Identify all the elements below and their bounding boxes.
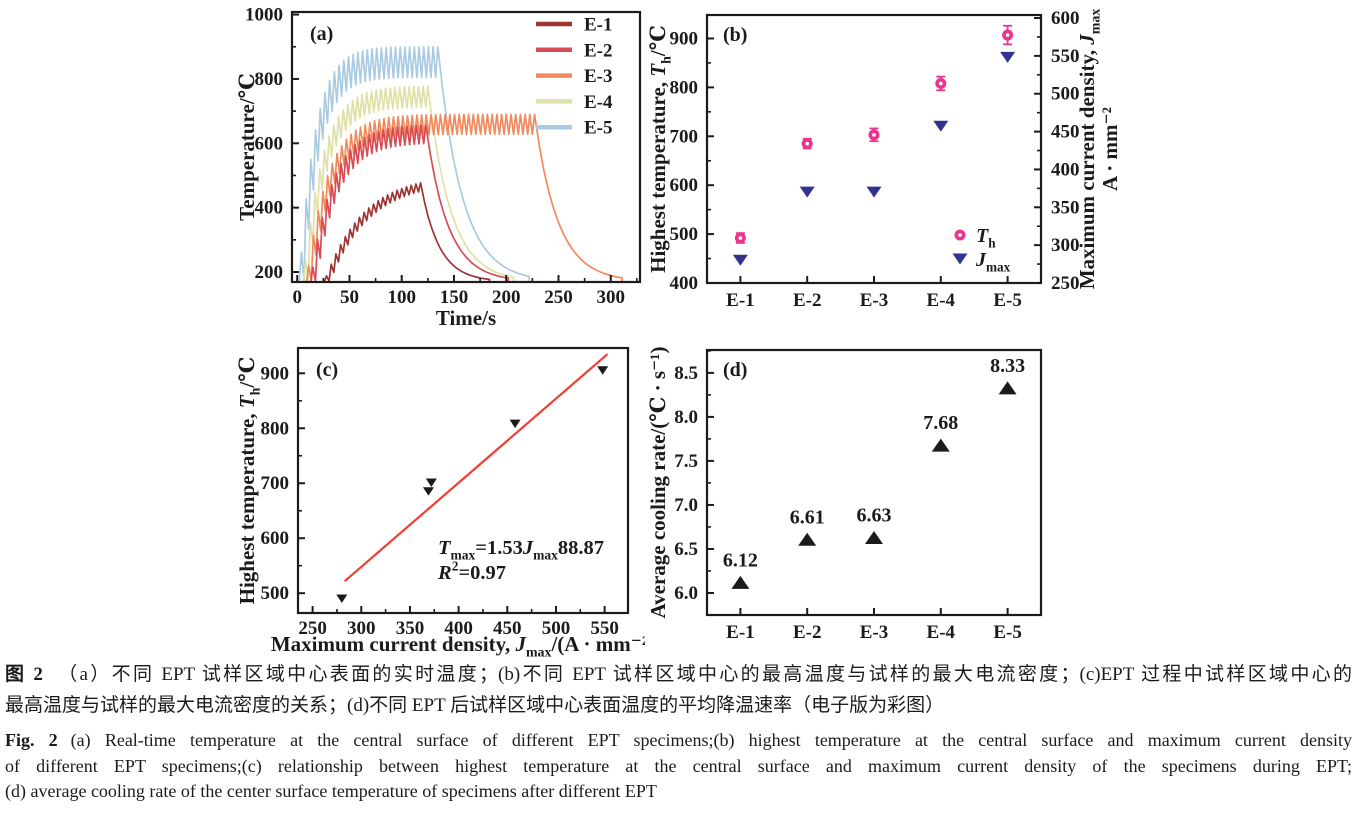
svg-text:500: 500 xyxy=(261,583,290,604)
svg-text:250: 250 xyxy=(298,618,327,639)
svg-text:500: 500 xyxy=(670,224,699,245)
caption-en-line-2: of different EPT specimens;(c) relations… xyxy=(5,754,1352,780)
figure-2-panels: 0 50 100 150 200 250 300 200 400 600 800 1000 Time/s… xyxy=(235,5,1122,661)
svg-text:50: 50 xyxy=(340,287,359,308)
svg-text:E-5: E-5 xyxy=(993,290,1022,311)
svg-text:500: 500 xyxy=(1051,84,1080,105)
svg-text:E-4: E-4 xyxy=(927,622,956,643)
svg-text:100: 100 xyxy=(387,287,416,308)
svg-text:900: 900 xyxy=(670,28,699,49)
svg-text:Maximum current density, Jmax: Maximum current density, Jmax xyxy=(1075,9,1104,290)
svg-text:7.68: 7.68 xyxy=(923,412,958,434)
svg-text:800: 800 xyxy=(670,77,699,98)
svg-text:7.0: 7.0 xyxy=(674,495,698,516)
svg-text:1000: 1000 xyxy=(245,5,283,26)
svg-text:(d): (d) xyxy=(723,359,747,381)
caption-en-line-3: (d) average cooling rate of the center s… xyxy=(5,779,1352,805)
svg-text:E-2: E-2 xyxy=(793,622,822,643)
svg-text:E-3: E-3 xyxy=(860,290,889,311)
svg-text:Highest temperature, Th/℃: Highest temperature, Th/℃ xyxy=(646,25,675,273)
caption-en-line-1: Fig. 2 (a) Real-time temperature at the c… xyxy=(5,728,1352,754)
caption-zh-figure-label: 图 2 xyxy=(5,664,43,685)
svg-text:7.5: 7.5 xyxy=(674,451,698,472)
svg-text:R2=0.97: R2=0.97 xyxy=(437,558,506,584)
svg-text:E-1: E-1 xyxy=(584,15,613,36)
svg-text:Time/s: Time/s xyxy=(436,306,496,330)
svg-text:700: 700 xyxy=(261,473,290,494)
caption-zh-line-2-text: 最高温度与试样的最大电流密度的关系；(d)不同 EPT 后试样区域中心表面温度的… xyxy=(5,695,945,716)
chart-a-realtime-temperature: 0 50 100 150 200 250 300 200 400 600 800 1000 Time/s… xyxy=(235,5,642,330)
svg-text:250: 250 xyxy=(1051,273,1080,294)
chart-b-highest-temperature-current-density: 400 500 600 700 800 900 250 300 350 400 450 500 550 6… xyxy=(646,8,1122,311)
svg-text:450: 450 xyxy=(493,618,521,639)
svg-text:E-2: E-2 xyxy=(793,290,822,311)
svg-text:Maximum current density, Jmax/: Maximum current density, Jmax/(A · mm⁻²) xyxy=(271,632,645,661)
svg-text:550: 550 xyxy=(1051,46,1080,67)
svg-text:E-3: E-3 xyxy=(860,622,889,643)
svg-text:E-2: E-2 xyxy=(584,40,613,61)
caption-en-line-3-text: (d) average cooling rate of the center s… xyxy=(5,781,657,801)
chart-c-temperature-vs-current-density-fit: 250 300 350 400 450 500 550 500 600 700 800 900 Tmax… xyxy=(235,346,645,661)
caption-zh-line-1: 图 2 （a）不同 EPT 试样区域中心表面的实时温度；(b)不同 EPT 试样区… xyxy=(5,659,1352,690)
svg-text:E-4: E-4 xyxy=(927,290,956,311)
svg-text:Average cooling rate/(℃ · s⁻¹): Average cooling rate/(℃ · s⁻¹) xyxy=(646,347,670,619)
svg-text:E-1: E-1 xyxy=(726,622,755,643)
svg-text:400: 400 xyxy=(444,618,473,639)
svg-text:Tmax=1.53Jmax88.87: Tmax=1.53Jmax88.87 xyxy=(438,537,604,563)
svg-text:E-1: E-1 xyxy=(726,290,755,311)
svg-text:600: 600 xyxy=(670,175,699,196)
svg-text:300: 300 xyxy=(347,618,376,639)
svg-text:E-5: E-5 xyxy=(993,622,1022,643)
caption-en-line-1-text: (a) Real-time temperature at the central… xyxy=(70,730,1352,750)
svg-text:800: 800 xyxy=(261,418,290,439)
svg-text:600: 600 xyxy=(255,133,284,154)
svg-text:6.5: 6.5 xyxy=(674,539,698,560)
svg-text:200: 200 xyxy=(255,262,284,283)
svg-text:8.5: 8.5 xyxy=(674,363,698,384)
svg-text:6.63: 6.63 xyxy=(857,505,892,527)
svg-text:(a): (a) xyxy=(310,23,333,45)
svg-text:150: 150 xyxy=(440,287,469,308)
svg-text:300: 300 xyxy=(596,287,625,308)
svg-text:400: 400 xyxy=(670,273,699,294)
svg-text:500: 500 xyxy=(542,618,571,639)
svg-text:450: 450 xyxy=(1051,122,1080,143)
svg-text:6.61: 6.61 xyxy=(790,506,825,528)
svg-text:(c): (c) xyxy=(316,359,338,381)
chart-d-average-cooling-rate: 6.0 6.5 7.0 7.5 8.0 8.5 E-1 E-2 E-3 E-4 E-5 6.12 6.6… xyxy=(646,347,1043,643)
caption-zh-line-1-text: （a）不同 EPT 试样区域中心表面的实时温度；(b)不同 EPT 试样区域中心… xyxy=(55,664,1352,685)
svg-text:200: 200 xyxy=(492,287,521,308)
svg-text:8.33: 8.33 xyxy=(990,355,1025,377)
svg-text:400: 400 xyxy=(1051,159,1080,180)
svg-text:8.0: 8.0 xyxy=(674,407,698,428)
svg-text:(b): (b) xyxy=(723,24,747,46)
svg-text:350: 350 xyxy=(1051,197,1080,218)
svg-text:Jmax: Jmax xyxy=(975,249,1011,274)
caption-en-figure-label: Fig. 2 xyxy=(5,730,58,750)
svg-text:400: 400 xyxy=(255,198,284,219)
svg-text:6.12: 6.12 xyxy=(723,549,758,571)
svg-text:Temperature/℃: Temperature/℃ xyxy=(235,73,259,221)
svg-text:E-4: E-4 xyxy=(584,92,613,113)
svg-text:350: 350 xyxy=(396,618,425,639)
svg-text:6.0: 6.0 xyxy=(674,583,698,604)
svg-text:Highest temperature, Th/℃: Highest temperature, Th/℃ xyxy=(235,357,264,605)
svg-text:900: 900 xyxy=(261,363,290,384)
svg-text:0: 0 xyxy=(292,287,302,308)
svg-text:E-3: E-3 xyxy=(584,66,613,87)
svg-text:550: 550 xyxy=(590,618,619,639)
svg-text:700: 700 xyxy=(670,126,699,147)
svg-text:A · mm⁻²: A · mm⁻² xyxy=(1098,107,1122,191)
svg-text:Th: Th xyxy=(976,225,996,250)
caption-en-line-2-text: of different EPT specimens;(c) relations… xyxy=(5,755,1352,776)
svg-text:800: 800 xyxy=(255,69,284,90)
svg-text:E-5: E-5 xyxy=(584,118,613,139)
svg-text:300: 300 xyxy=(1051,235,1080,256)
svg-text:600: 600 xyxy=(1051,8,1080,29)
figure-caption: 图 2 （a）不同 EPT 试样区域中心表面的实时温度；(b)不同 EPT 试样区… xyxy=(5,659,1352,805)
svg-text:600: 600 xyxy=(261,528,290,549)
svg-text:250: 250 xyxy=(544,287,573,308)
caption-zh-line-2: 最高温度与试样的最大电流密度的关系；(d)不同 EPT 后试样区域中心表面温度的… xyxy=(5,690,1352,721)
